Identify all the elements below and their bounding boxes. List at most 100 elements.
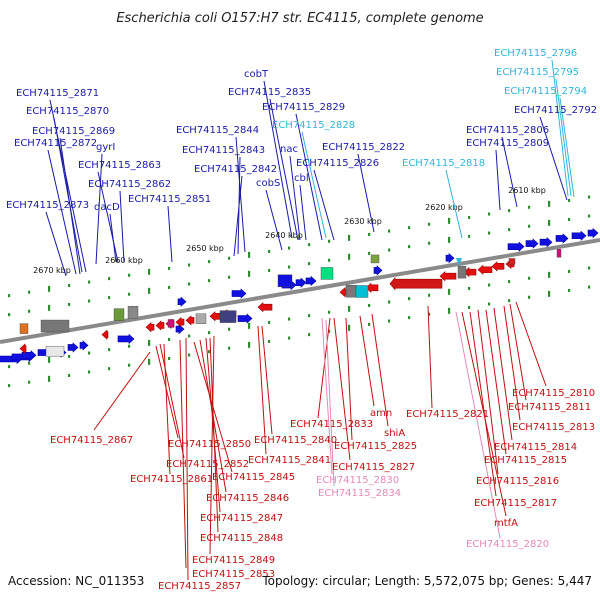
- tick-mark: [548, 219, 551, 226]
- gene-label: ECH74115_2811: [508, 402, 591, 413]
- gene-label: shiA: [384, 428, 405, 439]
- leader-line: [269, 98, 299, 241]
- leader-line: [551, 59, 569, 197]
- gene-label: ECH74115_2843: [182, 145, 265, 156]
- leader-line: [295, 113, 323, 241]
- leader-line: [95, 153, 103, 265]
- leader-line: [445, 169, 463, 239]
- tick-mark: [428, 312, 431, 316]
- tick-mark: [348, 234, 351, 241]
- forward-gene-arrow: [79, 340, 89, 351]
- forward-gene-arrow: [21, 350, 37, 361]
- tick-mark: [288, 317, 291, 321]
- gene-label: ECH74115_2867: [50, 435, 133, 446]
- feature-box: [19, 323, 29, 334]
- feature-box: [355, 285, 369, 298]
- reverse-gene-arrow: [145, 322, 155, 333]
- tick-mark: [588, 214, 591, 218]
- tick-mark: [108, 277, 111, 281]
- leader-line: [209, 335, 215, 555]
- forward-gene-arrow: [507, 241, 525, 252]
- feature-box: [370, 254, 380, 264]
- tick-mark: [68, 354, 71, 358]
- leader-line: [317, 317, 331, 419]
- gene-label: ECH74115_2861: [130, 474, 213, 485]
- forward-gene-arrow: [525, 238, 539, 249]
- tick-mark: [28, 361, 31, 365]
- reverse-gene-arrow: [389, 276, 443, 291]
- gene-label: ECH74115_2827: [332, 462, 415, 473]
- leader-line: [477, 309, 499, 475]
- leader-line: [109, 213, 117, 263]
- reverse-gene-arrow: [463, 266, 477, 278]
- tick-mark: [348, 305, 351, 312]
- tick-mark: [108, 348, 111, 352]
- feature-box: [277, 274, 293, 287]
- gene-label: ECH74115_2842: [194, 164, 277, 175]
- kbp-label: 2620 kbp: [425, 203, 463, 212]
- leader-line: [495, 149, 501, 211]
- tick-mark: [528, 276, 531, 280]
- gene-label: ECH74115_2847: [200, 513, 283, 524]
- tick-mark: [528, 205, 531, 209]
- tick-mark: [68, 373, 71, 377]
- tick-mark: [448, 217, 451, 224]
- feature-box: [457, 265, 467, 279]
- tick-marks: [8, 195, 591, 388]
- gene-label: ECH74115_2872: [14, 138, 97, 149]
- tick-mark: [128, 273, 131, 277]
- gene-label: ECH74115_2862: [88, 179, 171, 190]
- gene-label: ECH74115_2870: [26, 106, 109, 117]
- tick-mark: [328, 329, 331, 333]
- tick-mark: [328, 239, 331, 243]
- tick-mark: [208, 331, 211, 335]
- gene-label: cobS: [256, 178, 280, 189]
- gene-label: ECH74115_2829: [262, 102, 345, 113]
- tick-mark: [488, 212, 491, 216]
- feature-box: [508, 258, 516, 265]
- tick-mark: [368, 322, 371, 326]
- gene-label: ECH74115_2810: [512, 388, 595, 399]
- tick-mark: [68, 283, 71, 287]
- tick-mark: [48, 304, 51, 311]
- feature-box: [556, 249, 562, 258]
- tick-mark: [28, 309, 31, 313]
- tick-mark: [188, 282, 191, 286]
- tick-mark: [28, 380, 31, 384]
- leader-line: [185, 337, 189, 581]
- leader-line: [427, 305, 433, 409]
- leader-line: [289, 155, 301, 241]
- tick-mark: [268, 249, 271, 253]
- leader-line: [469, 311, 497, 497]
- forward-gene-arrow: [295, 277, 307, 288]
- leader-line: [47, 149, 77, 275]
- tick-mark: [408, 297, 411, 301]
- gene-label: ECH74115_2851: [128, 194, 211, 205]
- tick-mark: [88, 370, 91, 374]
- forward-gene-arrow: [175, 323, 185, 335]
- gene-label: ECH74115_2849: [192, 555, 275, 566]
- gene-label: nac: [280, 144, 298, 155]
- tick-mark: [288, 336, 291, 340]
- tick-mark: [108, 367, 111, 371]
- reverse-gene-arrow: [477, 264, 493, 275]
- leader-line: [455, 311, 501, 539]
- gene-label: cobT: [244, 69, 269, 80]
- tick-mark: [568, 217, 571, 221]
- leader-line: [265, 189, 283, 251]
- leader-line: [119, 190, 125, 263]
- kbp-label: 2650 kbp: [186, 244, 224, 253]
- leader-line: [509, 303, 527, 401]
- gene-label: ECH74115_2825: [334, 441, 417, 452]
- tick-mark: [8, 313, 11, 317]
- gene-label: ECH74115_2814: [494, 442, 577, 453]
- tick-mark: [428, 222, 431, 226]
- gene-label: ECH74115_2853: [192, 569, 275, 580]
- tick-mark: [308, 314, 311, 318]
- accession-text: Accession: NC_011353: [8, 574, 144, 588]
- leader-line: [97, 171, 119, 263]
- leader-line: [209, 337, 219, 533]
- forward-gene-arrow: [539, 237, 553, 248]
- gene-label: ECH74115_2820: [466, 539, 549, 550]
- tick-mark: [128, 363, 131, 367]
